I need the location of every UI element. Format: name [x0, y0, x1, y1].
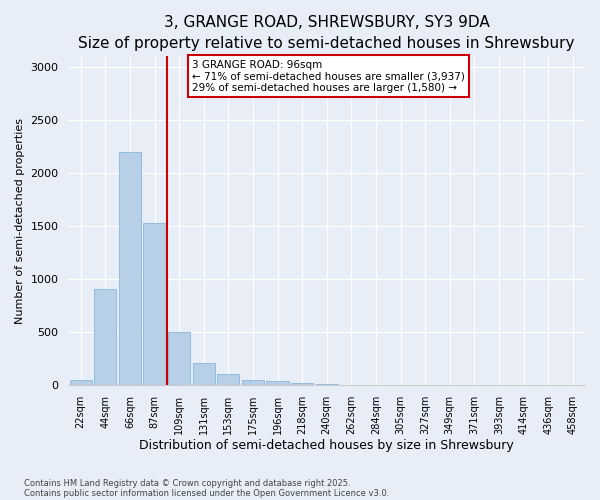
Bar [70, 380, 92, 385]
Bar [119, 152, 141, 385]
Bar [217, 374, 239, 385]
Y-axis label: Number of semi-detached properties: Number of semi-detached properties [15, 118, 25, 324]
Text: Contains HM Land Registry data © Crown copyright and database right 2025.
Contai: Contains HM Land Registry data © Crown c… [24, 479, 389, 498]
Bar [291, 384, 313, 385]
Bar [143, 222, 166, 385]
Bar [168, 332, 190, 385]
Bar [266, 381, 289, 385]
Bar [242, 380, 264, 385]
Bar [94, 290, 116, 385]
X-axis label: Distribution of semi-detached houses by size in Shrewsbury: Distribution of semi-detached houses by … [139, 440, 514, 452]
Bar [193, 362, 215, 385]
Text: 3 GRANGE ROAD: 96sqm
← 71% of semi-detached houses are smaller (3,937)
29% of se: 3 GRANGE ROAD: 96sqm ← 71% of semi-detac… [193, 60, 465, 93]
Bar [316, 384, 338, 385]
Title: 3, GRANGE ROAD, SHREWSBURY, SY3 9DA
Size of property relative to semi-detached h: 3, GRANGE ROAD, SHREWSBURY, SY3 9DA Size… [79, 15, 575, 51]
